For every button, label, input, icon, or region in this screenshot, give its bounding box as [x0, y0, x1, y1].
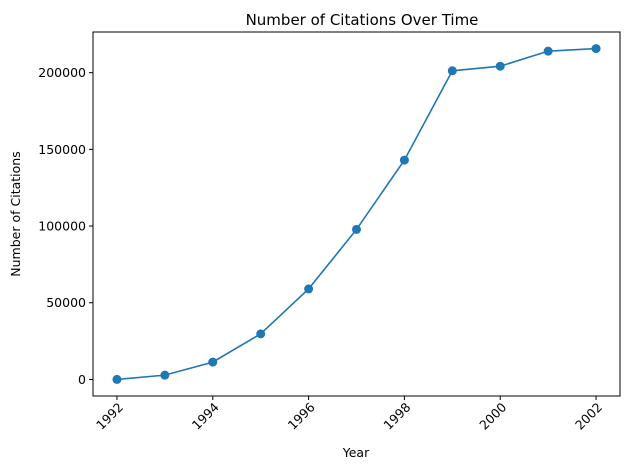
y-axis-title: Number of Citations: [8, 151, 23, 276]
x-tick-label: 2000: [476, 399, 509, 432]
data-point: [208, 357, 218, 367]
y-tick-label: 150000: [38, 142, 86, 157]
data-point: [543, 46, 553, 56]
data-point: [304, 284, 314, 294]
chart-title: Number of Citations Over Time: [246, 11, 479, 29]
y-axis: 0 50000 100000 150000 200000: [38, 65, 93, 387]
y-tick-label: 50000: [46, 295, 86, 310]
data-point: [112, 374, 122, 384]
series-line: [116, 47, 597, 381]
y-tick-label: 0: [78, 372, 86, 387]
x-tick-label: 1994: [189, 399, 222, 432]
x-axis-title: Year: [342, 445, 370, 460]
data-point: [591, 44, 601, 54]
data-point: [495, 61, 505, 71]
x-tick-label: 2002: [572, 400, 605, 433]
data-point: [160, 370, 170, 380]
x-axis: 1992 1994 1996 1998 2000 2002: [93, 396, 605, 433]
data-point: [447, 66, 457, 76]
y-tick-label: 100000: [38, 219, 86, 234]
series-layer: [112, 44, 601, 384]
y-tick-label: 200000: [38, 65, 86, 80]
plot-area: [92, 31, 621, 397]
x-tick-label: 1996: [285, 399, 318, 432]
x-tick-label: 1992: [93, 400, 126, 433]
data-point: [352, 224, 361, 234]
data-point: [256, 329, 266, 339]
x-tick-label: 1998: [380, 399, 413, 432]
data-point: [399, 155, 409, 165]
